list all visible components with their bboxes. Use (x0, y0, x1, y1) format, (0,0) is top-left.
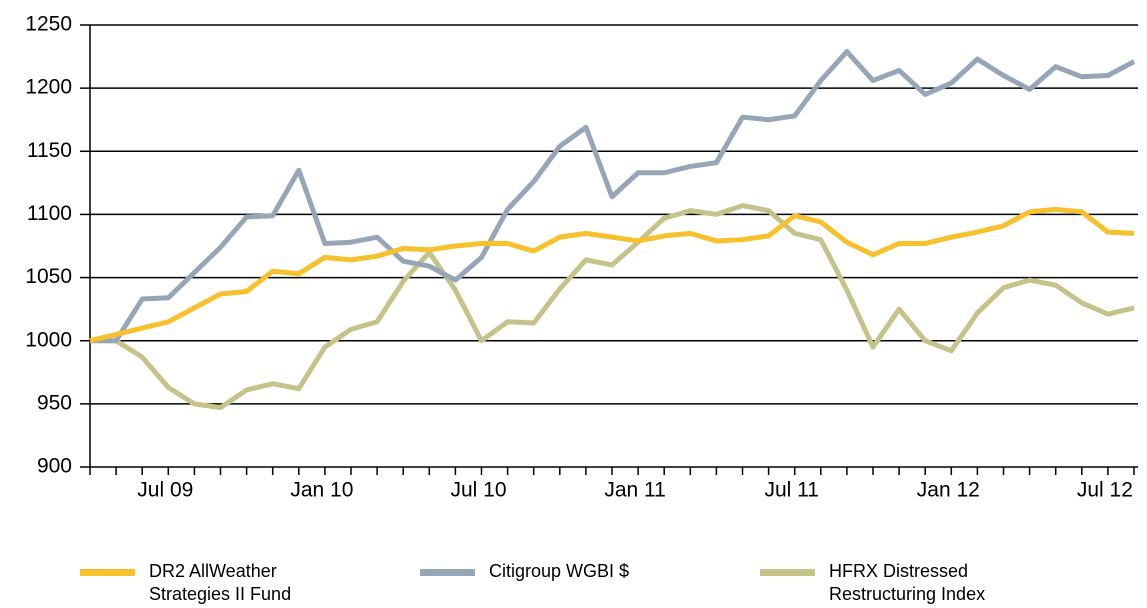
legend-swatch (420, 569, 475, 576)
y-tick-label: 1000 (25, 328, 72, 351)
chart: 900 950 1000 1050 1100 1150 1200 1250 Jul 09 Jan … (25, 13, 1138, 502)
x-tick-label: Jul 10 (450, 479, 506, 502)
legend-label: HFRX Distressed Restructuring Index (829, 561, 986, 604)
series-line (90, 203, 1135, 411)
x-tick-label: Jul 12 (1077, 479, 1133, 502)
x-tick-label: Jul 11 (764, 479, 818, 502)
legend-swatch (760, 569, 815, 576)
y-tick-label: 900 (37, 455, 72, 478)
y-tick-label: 1200 (25, 76, 72, 99)
legend-label: DR2 AllWeather Strategies II Fund (149, 561, 292, 604)
y-tick-label: 1250 (25, 13, 72, 36)
x-tick-label: Jul 09 (137, 479, 193, 502)
y-tick-label: 1100 (27, 202, 72, 225)
legend-swatch (80, 569, 135, 576)
y-tick-label: 1050 (25, 265, 72, 288)
y-tick-label: 1150 (27, 139, 72, 162)
y-tick-label: 950 (37, 391, 72, 414)
x-tick-label: Jan 12 (917, 479, 980, 502)
x-tick-label: Jan 10 (290, 479, 353, 502)
x-tick-label: Jan 11 (604, 479, 666, 502)
legend-label: Citigroup WGBI $ (489, 561, 630, 581)
series-line (90, 49, 1136, 344)
legend: DR2 AllWeather Strategies II Fund Citigro… (0, 560, 1147, 608)
legend-item: DR2 AllWeather Strategies II Fund (80, 560, 339, 606)
legend-item: HFRX Distressed Restructuring Index (760, 560, 1019, 606)
legend-item: Citigroup WGBI $ (420, 560, 679, 583)
series-line (89, 206, 1135, 344)
